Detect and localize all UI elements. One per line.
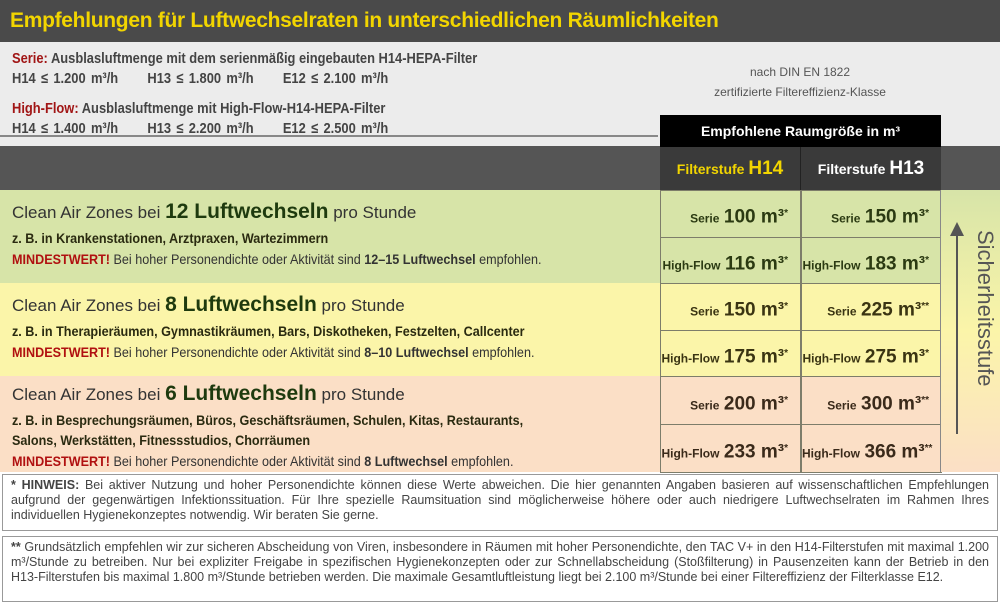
divider xyxy=(0,135,658,137)
section-examples: z. B. in Krankenstationen, Arztpraxen, W… xyxy=(12,230,329,246)
filter-info-panel: Serie: Ausblasluftmenge mit dem serienmä… xyxy=(0,42,1000,146)
highflow-description: High-Flow: Ausblasluftmenge mit High-Flo… xyxy=(12,100,386,117)
safety-level-column xyxy=(940,190,1000,472)
cell-h13: High-Flow 366 m³** xyxy=(801,424,942,473)
section-1: Clean Air Zones bei 8 Luftwechseln pro S… xyxy=(0,283,942,377)
cell-h14: Serie 200 m³* xyxy=(660,376,801,425)
note-double-asterisk: ** Grundsätzlich empfehlen wir zur siche… xyxy=(2,536,998,602)
safety-level-label: Sicherheitsstufe xyxy=(973,230,998,387)
section-heading: Clean Air Zones bei 12 Luftwechseln pro … xyxy=(12,200,417,223)
section-heading: Clean Air Zones bei 8 Luftwechseln pro S… xyxy=(12,293,405,316)
cell-h14: High-Flow 175 m³* xyxy=(660,329,801,377)
cell-h14: High-Flow 116 m³* xyxy=(660,236,801,284)
cell-h14: High-Flow 233 m³* xyxy=(660,424,801,473)
group-header: Empfohlene Raumgröße in m³ xyxy=(660,115,941,147)
note-hinweis: * HINWEIS: Bei aktiver Nutzung und hoher… xyxy=(2,474,998,531)
section-examples: z. B. in Besprechungsräumen, Büros, Gesc… xyxy=(12,412,524,448)
cell-h14: Serie 150 m³* xyxy=(660,283,801,331)
section-2: Clean Air Zones bei 6 Luftwechseln pro S… xyxy=(0,376,942,473)
section-0: Clean Air Zones bei 12 Luftwechseln pro … xyxy=(0,190,942,284)
minimum-value-note: MINDESTWERT! Bei hoher Personendichte od… xyxy=(12,344,535,360)
col-header-h13: Filterstufe H13 xyxy=(801,147,941,190)
col-header-h14: Filterstufe H14 xyxy=(660,147,801,190)
page-title: Empfehlungen für Luftwechselraten in unt… xyxy=(0,0,1000,42)
cell-h13: Serie 150 m³* xyxy=(801,190,942,238)
cell-h13: High-Flow 275 m³* xyxy=(801,329,942,377)
cell-h13: Serie 225 m³** xyxy=(801,283,942,331)
section-heading: Clean Air Zones bei 6 Luftwechseln pro S… xyxy=(12,382,405,405)
serie-description: Serie: Ausblasluftmenge mit dem serienmä… xyxy=(12,50,478,67)
din-note: nach DIN EN 1822 zertifizierte Filtereffi… xyxy=(714,65,886,99)
section-text: Clean Air Zones bei 8 Luftwechseln pro S… xyxy=(12,293,593,360)
cell-h14: Serie 100 m³* xyxy=(660,190,801,238)
serie-values: H14 ≤ 1.200 m³/h H13 ≤ 1.800 m³/h E12 ≤ 2.… xyxy=(12,70,389,87)
cell-h13: High-Flow 183 m³* xyxy=(801,236,942,284)
arrow-shaft xyxy=(956,228,958,434)
minimum-value-note: MINDESTWERT! Bei hoher Personendichte od… xyxy=(12,453,514,469)
cell-h13: Serie 300 m³** xyxy=(801,376,942,425)
section-examples: z. B. in Therapieräumen, Gymnastikräumen… xyxy=(12,323,525,339)
highflow-values: H14 ≤ 1.400 m³/h H13 ≤ 2.200 m³/h E12 ≤ 2.… xyxy=(12,120,389,137)
section-text: Clean Air Zones bei 6 Luftwechseln pro S… xyxy=(12,382,580,469)
minimum-value-note: MINDESTWERT! Bei hoher Personendichte od… xyxy=(12,251,542,267)
section-text: Clean Air Zones bei 12 Luftwechseln pro … xyxy=(12,200,600,267)
